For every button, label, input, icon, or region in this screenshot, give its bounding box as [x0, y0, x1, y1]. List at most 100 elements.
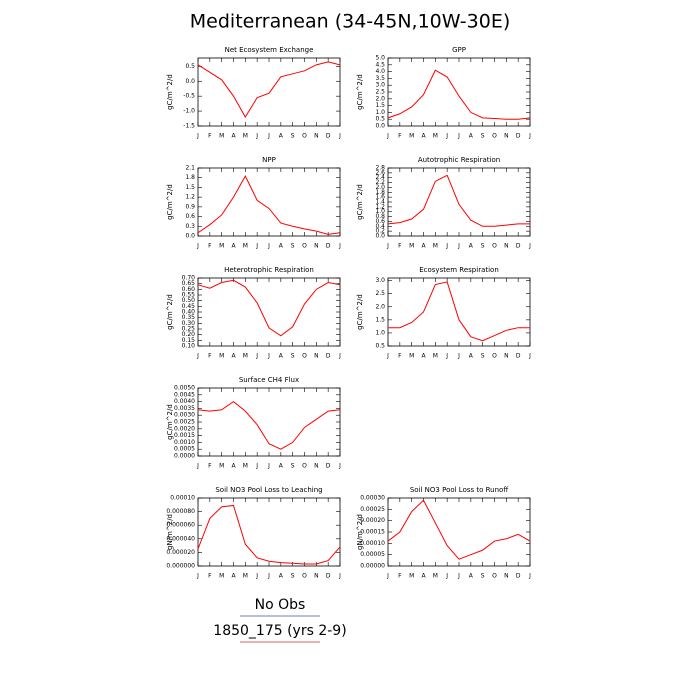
x-tick-label: S: [481, 353, 485, 360]
data-line: [387, 174, 530, 227]
y-tick-label: 2.6: [375, 169, 385, 176]
x-tick-label: J: [338, 133, 341, 140]
data-line: [197, 175, 341, 235]
y-tick-label: 1.0: [375, 329, 385, 336]
x-tick-label: A: [469, 353, 474, 360]
y-axis-label: gC/m^2/d: [356, 74, 364, 110]
x-tick-label: J: [457, 133, 460, 140]
x-tick-label: N: [504, 133, 509, 140]
data-line: [387, 69, 531, 120]
y-tick-label: 0.9: [185, 203, 195, 210]
data-line: [197, 279, 341, 337]
x-tick-label: J: [196, 353, 199, 360]
x-tick-label: J: [386, 243, 389, 250]
x-tick-label: M: [433, 243, 438, 250]
x-tick-label: J: [528, 243, 531, 250]
x-tick-label: N: [314, 463, 319, 470]
x-tick-label: M: [409, 243, 414, 250]
x-tick-label: M: [243, 243, 248, 250]
y-tick-label: 2.5: [375, 290, 385, 297]
x-tick-label: S: [481, 573, 485, 580]
y-tick-label: 1.0: [375, 109, 385, 116]
y-tick-label: 1.4: [375, 199, 385, 206]
y-axis-label: gC/m^2/d: [356, 184, 364, 220]
x-tick-label: D: [516, 573, 521, 580]
x-tick-label: J: [196, 243, 199, 250]
figure-title: Mediterranean (34-45N,10W-30E): [190, 11, 510, 33]
y-tick-label: 2.4: [375, 174, 385, 181]
x-tick-label: O: [492, 353, 497, 360]
y-axis-label: gN/m^2/d: [356, 514, 364, 550]
plot-frame: [197, 167, 341, 237]
x-tick-label: J: [457, 573, 460, 580]
y-tick-label: 0.45: [182, 303, 196, 310]
x-tick-label: A: [421, 573, 426, 580]
x-tick-label: D: [516, 243, 521, 250]
y-tick-label: 1.8: [375, 189, 385, 196]
y-tick-label: 1.8: [185, 174, 195, 181]
y-tick-label: 2.1: [185, 165, 195, 172]
x-tick-label: S: [291, 463, 295, 470]
y-tick-label: 0.00010: [360, 540, 385, 547]
x-tick-label: J: [267, 573, 270, 580]
x-tick-label: A: [279, 353, 284, 360]
x-tick-label: D: [326, 573, 331, 580]
legend-label: No Obs: [255, 597, 306, 613]
x-tick-label: M: [433, 573, 438, 580]
y-tick-label: 0.00030: [360, 495, 385, 502]
y-tick-label: 3.0: [375, 277, 385, 284]
x-tick-label: F: [208, 243, 212, 250]
x-tick-label: M: [219, 573, 224, 580]
x-tick-label: M: [219, 133, 224, 140]
panel-title: NPP: [262, 156, 276, 164]
y-axis-label: gC/m^2/d: [166, 74, 174, 110]
y-tick-label: 0.00000: [360, 563, 385, 570]
y-tick-label: 0.00020: [360, 517, 385, 524]
x-tick-label: J: [445, 353, 448, 360]
x-tick-label: S: [481, 243, 485, 250]
x-tick-label: F: [398, 353, 402, 360]
x-tick-label: S: [481, 133, 485, 140]
y-tick-label: 0.0020: [174, 425, 195, 432]
x-tick-label: F: [398, 573, 402, 580]
y-tick-label: 0.2: [375, 228, 385, 235]
panel-title: Heterotrophic Respiration: [224, 266, 314, 274]
x-tick-label: J: [386, 573, 389, 580]
y-tick-label: 2.2: [375, 179, 385, 186]
x-tick-label: O: [302, 133, 307, 140]
x-tick-label: M: [243, 573, 248, 580]
x-tick-label: F: [208, 133, 212, 140]
y-tick-label: 2.8: [375, 165, 385, 172]
y-tick-label: 0.10: [182, 343, 196, 350]
y-tick-label: 2.0: [375, 303, 385, 310]
y-tick-label: 0.00005: [360, 551, 385, 558]
y-tick-label: 0.0010: [174, 439, 195, 446]
x-tick-label: A: [469, 573, 474, 580]
y-tick-label: 0.0030: [174, 412, 195, 419]
y-tick-label: 0.0045: [174, 391, 195, 398]
y-tick-label: 0.000080: [166, 508, 195, 515]
y-tick-label: 0.6: [185, 213, 195, 220]
x-tick-label: M: [243, 133, 248, 140]
x-tick-label: N: [504, 573, 509, 580]
plot-frame: [197, 57, 341, 127]
x-tick-label: J: [386, 353, 389, 360]
plot-frame: [387, 277, 531, 347]
x-tick-label: N: [504, 353, 509, 360]
y-tick-label: -1.0: [183, 108, 195, 115]
x-tick-label: A: [469, 243, 474, 250]
x-tick-label: J: [338, 573, 341, 580]
y-tick-label: 0.5: [375, 343, 385, 350]
y-tick-label: 0.20: [182, 331, 196, 338]
y-tick-label: 0.25: [182, 326, 196, 333]
panel-title: Ecosystem Respiration: [419, 266, 499, 274]
x-tick-label: J: [445, 573, 448, 580]
y-tick-label: 0.0: [185, 233, 195, 240]
y-tick-label: 4.0: [375, 68, 385, 75]
x-tick-label: J: [457, 243, 460, 250]
x-tick-label: A: [421, 353, 426, 360]
y-tick-label: 1.6: [375, 194, 385, 201]
x-tick-label: J: [528, 573, 531, 580]
x-tick-label: A: [421, 243, 426, 250]
